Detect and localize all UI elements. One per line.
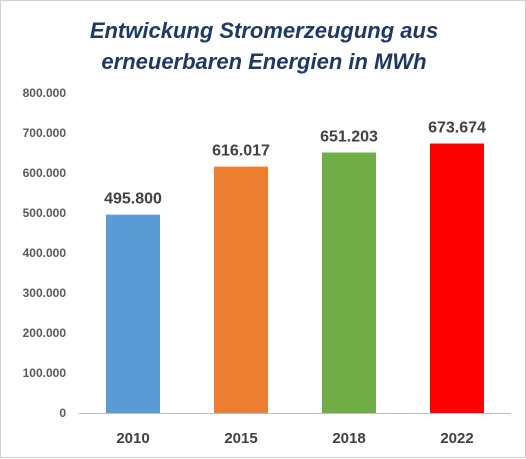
y-tick-label: 100.000: [23, 366, 67, 380]
data-label-2015: 616.017: [212, 143, 270, 160]
x-tick-label-2015: 2015: [224, 430, 257, 447]
chart-title-line-1: Entwickung Stromerzeugung aus: [89, 18, 439, 43]
y-tick-label: 500.000: [23, 206, 67, 220]
y-tick-label: 0: [59, 406, 66, 420]
data-label-2022: 673.674: [428, 120, 486, 137]
bar-2022: [430, 143, 484, 413]
chart-title-line-2: erneuerbaren Energien in MWh: [101, 49, 427, 74]
y-tick-label: 200.000: [23, 326, 67, 340]
data-label-2010: 495.800: [104, 191, 162, 208]
x-axis: 2010 2015 2018 2022: [79, 413, 511, 447]
y-tick-label: 800.000: [23, 86, 67, 100]
y-tick-label: 400.000: [23, 246, 67, 260]
y-tick-label: 300.000: [23, 286, 67, 300]
data-label-2018: 651.203: [320, 129, 378, 146]
bar-2018: [322, 152, 376, 413]
x-tick-label-2018: 2018: [332, 430, 365, 447]
chart-title: Entwickung Stromerzeugung aus erneuerbar…: [1, 15, 526, 77]
bar-2010: [106, 214, 160, 413]
y-tick-label: 600.000: [23, 166, 67, 180]
y-axis: 0 100.000 200.000 300.000 400.000 500.000 600.…: [23, 86, 67, 420]
bar-series: 495.800 616.017 651.203 673.674: [104, 120, 486, 413]
x-tick-label-2010: 2010: [116, 430, 149, 447]
y-tick-label: 700.000: [23, 126, 67, 140]
bar-2015: [214, 166, 268, 413]
x-tick-label-2022: 2022: [440, 430, 473, 447]
